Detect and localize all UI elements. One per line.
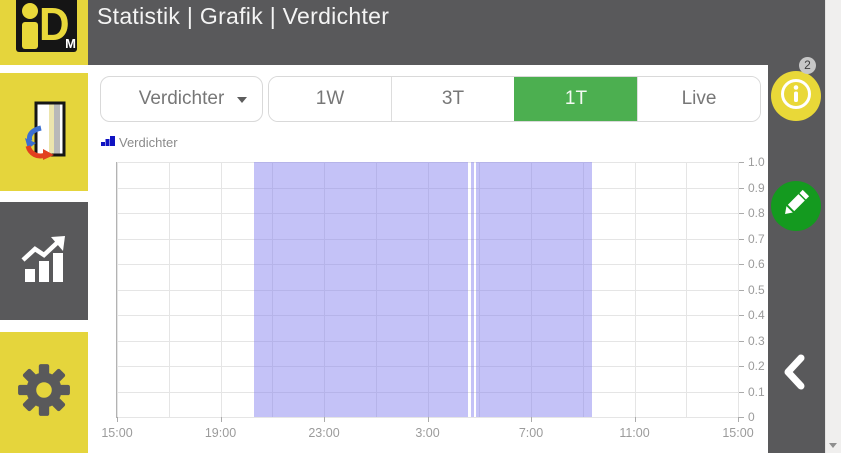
range-button-live[interactable]: Live bbox=[637, 77, 760, 121]
series-dropdown[interactable]: Verdichter bbox=[100, 76, 263, 122]
logo-i-dot bbox=[22, 3, 38, 19]
idm-logo: D M bbox=[16, 0, 77, 52]
y-axis-label: 0.3 bbox=[748, 333, 765, 348]
x-axis-label: 7:00 bbox=[518, 426, 544, 440]
sidebar-item-statistics[interactable] bbox=[0, 202, 88, 320]
chart-legend: Verdichter bbox=[101, 133, 178, 151]
x-axis-tick bbox=[324, 417, 325, 422]
x-gridline bbox=[375, 162, 377, 417]
time-range-button-group: 1W 3T 1T Live bbox=[268, 76, 761, 122]
x-gridline bbox=[531, 162, 532, 417]
y-axis-label: 0.6 bbox=[748, 257, 765, 271]
y-axis-tick bbox=[738, 187, 744, 189]
y-axis-tick bbox=[738, 315, 744, 316]
sidebar-item-settings[interactable] bbox=[0, 332, 88, 453]
y-axis-tick bbox=[738, 289, 744, 291]
plot-area: 1.0 0.9 0.8 0.7 0.6 0.5 0.4 0.3 0.2 0.1 0 15:00 19:0… bbox=[101, 155, 764, 440]
heat-pump-icon bbox=[20, 100, 68, 165]
legend-series-label: Verdichter bbox=[119, 134, 178, 150]
logo-letter-m: M bbox=[65, 36, 76, 51]
x-gridline bbox=[738, 162, 739, 417]
series-on-segment bbox=[476, 162, 592, 417]
page-title: Statistik | Grafik | Verdichter bbox=[97, 3, 390, 29]
x-gridline bbox=[324, 162, 325, 417]
edit-pencil-icon bbox=[780, 188, 812, 225]
logo-i-bar bbox=[22, 22, 38, 49]
settings-gear-icon bbox=[16, 362, 72, 423]
x-axis-tick bbox=[220, 417, 222, 422]
y-axis-tick bbox=[738, 162, 744, 163]
info-button[interactable] bbox=[771, 71, 821, 121]
statistics-chart-icon bbox=[18, 233, 70, 290]
y-axis-tick bbox=[738, 238, 744, 240]
x-axis-label: 15:00 bbox=[101, 426, 133, 440]
brand-logo-tile[interactable]: D M bbox=[0, 0, 88, 65]
notification-badge: 2 bbox=[799, 57, 816, 74]
y-axis-tick bbox=[738, 213, 744, 214]
series-dropdown-value: Verdichter bbox=[138, 88, 225, 109]
chevron-left-icon bbox=[780, 354, 808, 396]
x-axis-label: 23:00 bbox=[308, 426, 340, 440]
x-axis-label: 15:00 bbox=[722, 426, 754, 440]
logo-letter-d: D bbox=[39, 0, 70, 50]
x-axis-tick bbox=[117, 417, 118, 422]
x-gridline bbox=[220, 162, 222, 417]
chevron-down-icon bbox=[237, 97, 247, 103]
range-button-3t[interactable]: 3T bbox=[391, 77, 514, 121]
y-axis-label: 0.5 bbox=[748, 282, 765, 297]
x-gridline bbox=[168, 162, 170, 417]
y-axis-tick bbox=[738, 264, 744, 265]
sidebar-item-heat-pump[interactable] bbox=[0, 73, 88, 191]
range-button-1w[interactable]: 1W bbox=[269, 77, 391, 121]
x-gridline bbox=[634, 162, 636, 417]
info-icon bbox=[779, 77, 813, 116]
x-gridline bbox=[582, 162, 584, 417]
x-axis-label: 19:00 bbox=[204, 426, 237, 440]
edit-button[interactable] bbox=[771, 181, 821, 231]
x-gridline bbox=[117, 162, 118, 417]
x-gridline bbox=[427, 162, 429, 417]
y-axis-label: 0.4 bbox=[748, 308, 765, 322]
y-axis-label: 1.0 bbox=[748, 155, 765, 169]
header-bar bbox=[0, 0, 825, 65]
vertical-scrollbar[interactable] bbox=[825, 0, 841, 453]
y-axis-tick bbox=[738, 391, 744, 393]
x-axis-label: 11:00 bbox=[619, 426, 650, 440]
x-axis-label: 3:00 bbox=[415, 426, 440, 440]
scroll-down-arrow-icon[interactable] bbox=[829, 443, 837, 448]
y-axis-label: 0 bbox=[748, 410, 755, 424]
y-axis-label: 0.7 bbox=[748, 231, 765, 246]
x-axis-tick bbox=[531, 417, 532, 422]
y-axis-label: 0.8 bbox=[748, 206, 765, 220]
y-axis-label: 0.2 bbox=[748, 359, 765, 373]
x-gridline bbox=[686, 162, 688, 417]
x-gridline bbox=[479, 162, 481, 417]
right-action-strip: 2 bbox=[768, 0, 825, 453]
x-axis-tick bbox=[427, 417, 429, 422]
y-axis-tick bbox=[738, 340, 744, 342]
range-button-1t[interactable]: 1T bbox=[514, 77, 637, 121]
y-axis-label: 0.9 bbox=[748, 180, 765, 195]
series-on-segment bbox=[254, 162, 469, 417]
collapse-panel-button[interactable] bbox=[780, 352, 808, 397]
legend-series-icon bbox=[101, 133, 115, 151]
y-axis-tick bbox=[738, 417, 744, 418]
y-axis-tick bbox=[738, 366, 744, 367]
x-axis-tick bbox=[738, 417, 739, 422]
y-axis-label: 0.1 bbox=[748, 384, 765, 399]
x-axis-tick bbox=[634, 417, 636, 422]
x-gridline bbox=[272, 162, 274, 417]
series-on-segment bbox=[471, 162, 475, 417]
